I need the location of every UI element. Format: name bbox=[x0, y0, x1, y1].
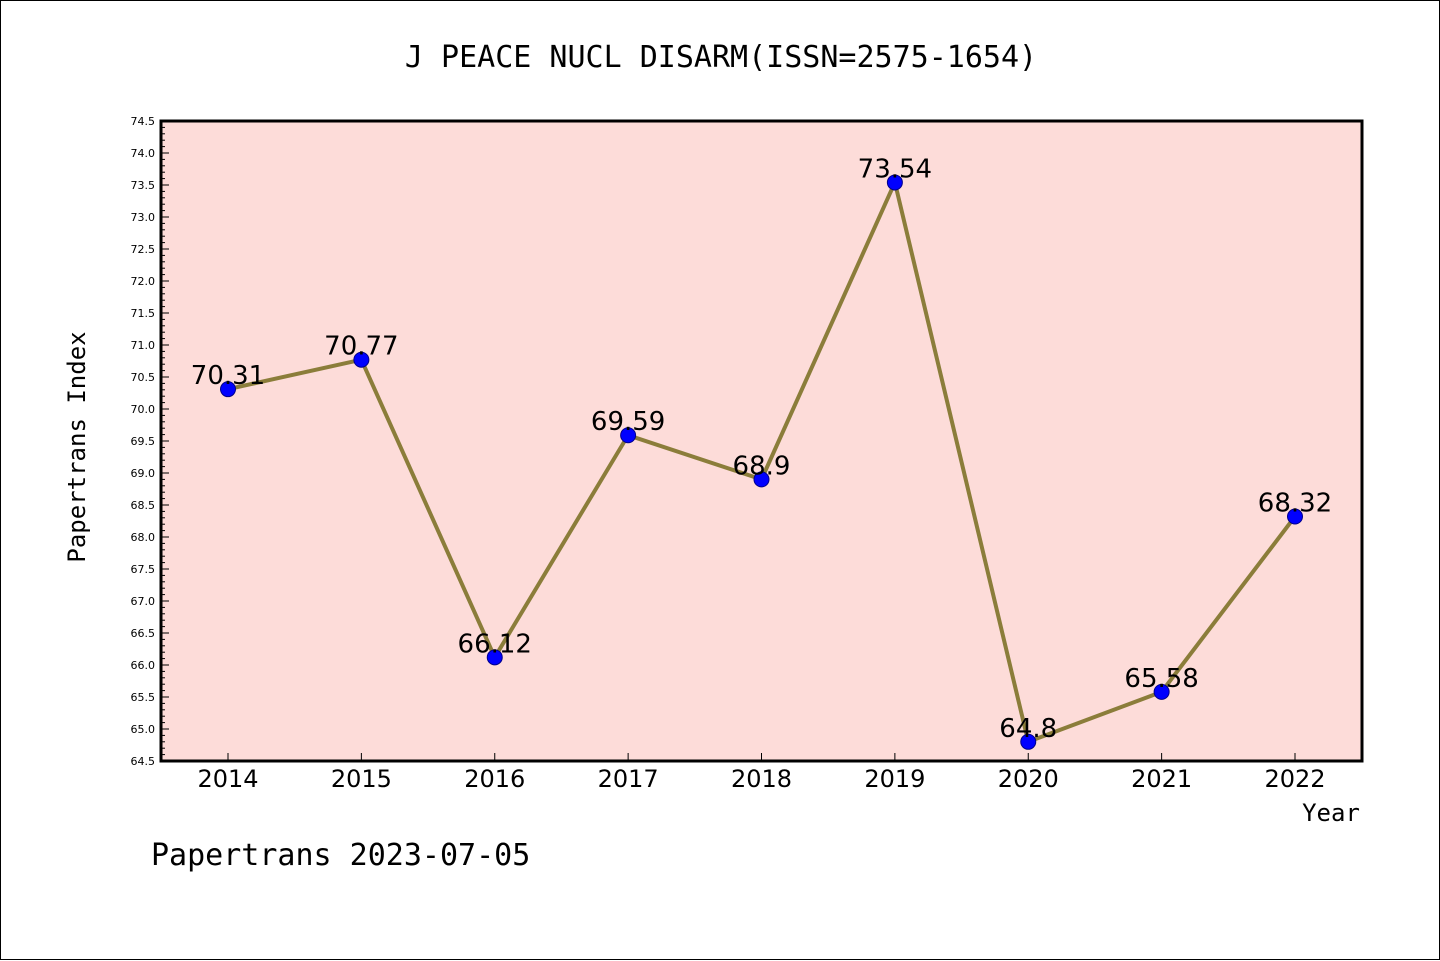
data-point-marker bbox=[220, 381, 236, 398]
y-tick-label: 69.5 bbox=[131, 435, 156, 448]
y-tick-label: 68.5 bbox=[131, 499, 156, 512]
y-tick-label: 73.5 bbox=[131, 179, 156, 192]
x-tick-label: 2019 bbox=[864, 765, 925, 793]
plot-area bbox=[161, 121, 1362, 761]
y-tick-label: 71.0 bbox=[131, 339, 156, 352]
y-tick-label: 67.0 bbox=[131, 595, 156, 608]
y-tick-label: 74.0 bbox=[131, 147, 156, 160]
y-tick-label: 74.5 bbox=[131, 115, 156, 128]
data-label: 65.58 bbox=[1124, 664, 1198, 694]
y-tick-label: 73.0 bbox=[131, 211, 156, 224]
data-point-marker bbox=[886, 174, 903, 191]
chart-title: J PEACE NUCL DISARM(ISSN=2575-1654) bbox=[405, 40, 1037, 75]
x-tick-label: 2020 bbox=[998, 765, 1059, 793]
axis-ticks: 64.5 65.0 65.5 66.0 66.5 67.0 67.5 68.0 68.5 69.0… bbox=[131, 115, 1326, 793]
data-label: 70.31 bbox=[191, 361, 265, 391]
y-tick-label: 64.5 bbox=[131, 755, 156, 768]
data-label: 69.59 bbox=[591, 407, 665, 437]
data-label: 68.32 bbox=[1258, 489, 1332, 519]
data-label: 64.8 bbox=[999, 714, 1057, 744]
y-axis-label: Papertrans Index bbox=[63, 331, 91, 562]
data-labels-group: 70.31 70.77 66.12 69.59 68.9 73.54 64.8 65.58 68… bbox=[191, 154, 1332, 743]
y-tick-label: 66.0 bbox=[131, 659, 156, 672]
data-point-marker bbox=[486, 649, 503, 666]
y-tick-label: 71.5 bbox=[131, 307, 156, 320]
y-tick-label: 72.5 bbox=[131, 243, 156, 256]
data-point-marker bbox=[620, 427, 637, 444]
data-point-marker bbox=[353, 351, 370, 368]
x-tick-label: 2015 bbox=[331, 765, 392, 793]
y-tick-label: 65.5 bbox=[131, 691, 156, 704]
plot-frame bbox=[159, 119, 1364, 763]
x-tick-label: 2014 bbox=[197, 765, 258, 793]
y-tick-label: 67.5 bbox=[131, 563, 156, 576]
x-axis-label: Year bbox=[1302, 799, 1360, 827]
data-label: 68.9 bbox=[733, 451, 791, 481]
y-tick-label: 66.5 bbox=[131, 627, 156, 640]
x-tick-label: 2022 bbox=[1264, 765, 1325, 793]
data-label: 70.77 bbox=[324, 332, 398, 362]
data-point-marker bbox=[753, 471, 770, 488]
y-tick-label: 69.0 bbox=[131, 467, 156, 480]
y-tick-label: 65.0 bbox=[131, 723, 156, 736]
y-tick-label: 68.0 bbox=[131, 531, 156, 544]
y-tick-label: 72.0 bbox=[131, 275, 156, 288]
data-point-marker bbox=[1287, 508, 1303, 525]
data-label: 73.54 bbox=[858, 154, 932, 184]
x-tick-label: 2016 bbox=[464, 765, 525, 793]
data-point-marker bbox=[1153, 683, 1170, 700]
footer-text: Papertrans 2023-07-05 bbox=[151, 838, 530, 873]
y-tick-label: 70.5 bbox=[131, 371, 156, 384]
markers-group bbox=[220, 174, 1303, 750]
y-tick-label: 70.0 bbox=[131, 403, 156, 416]
x-tick-label: 2018 bbox=[731, 765, 792, 793]
x-tick-label: 2021 bbox=[1131, 765, 1192, 793]
data-point-marker bbox=[1020, 733, 1037, 750]
data-label: 66.12 bbox=[458, 629, 532, 659]
x-tick-label: 2017 bbox=[598, 765, 659, 793]
